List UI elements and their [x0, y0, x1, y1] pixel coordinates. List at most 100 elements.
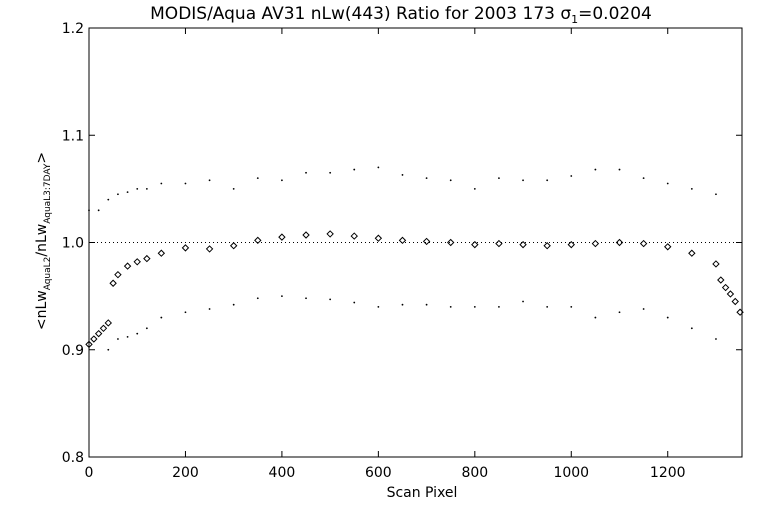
data-point [143, 254, 151, 263]
data-point [184, 182, 187, 185]
data-point [717, 276, 725, 284]
data-point [688, 249, 696, 257]
data-point [712, 260, 720, 268]
x-tick-label: 1200 [650, 465, 686, 481]
data-point [160, 182, 163, 185]
data-point [136, 332, 139, 335]
data-point [449, 179, 452, 182]
data-point [123, 262, 132, 270]
data-point [160, 316, 163, 319]
data-point [114, 270, 122, 279]
data-point [570, 305, 573, 308]
x-tick-label: 800 [461, 465, 488, 481]
y-tick-label: 0.8 [62, 450, 84, 466]
data-point [104, 319, 112, 327]
data-point [254, 236, 262, 245]
data-point [329, 171, 332, 174]
data-point [721, 283, 730, 292]
data-point [305, 171, 307, 174]
data-point [642, 177, 645, 180]
data-point [495, 239, 503, 248]
data-point [449, 305, 452, 308]
data-point [181, 244, 190, 252]
data-point [88, 209, 90, 212]
data-point [498, 177, 500, 180]
data-point [232, 303, 235, 306]
data-point [117, 338, 119, 340]
data-point [425, 303, 428, 306]
data-point [205, 245, 214, 253]
data-point [639, 239, 648, 248]
data-point [302, 231, 310, 239]
data-point [126, 335, 129, 338]
data-point [615, 238, 624, 247]
data-point [136, 187, 139, 190]
data-point [184, 311, 187, 314]
data-point [543, 242, 551, 250]
data-point [377, 166, 380, 169]
data-point [546, 179, 549, 182]
data-point [109, 279, 117, 287]
chart-title: MODIS/Aqua AV31 nLw(443) Ratio for 2003 … [150, 4, 652, 26]
data-point [567, 240, 575, 249]
data-point [401, 174, 404, 176]
data-point [666, 182, 669, 185]
data-point [594, 316, 597, 319]
data-point [107, 348, 110, 351]
data-point [422, 237, 431, 246]
data-point [157, 249, 166, 257]
data-point [305, 297, 307, 300]
data-point [731, 297, 739, 306]
data-point [642, 308, 645, 310]
data-point [690, 327, 693, 330]
series-mean-ratio [85, 230, 744, 349]
series-lower-bound [107, 295, 717, 351]
data-point [281, 179, 283, 182]
data-point [446, 238, 455, 247]
data-point [690, 187, 693, 190]
data-point [208, 308, 211, 310]
data-point [232, 187, 235, 190]
data-point [498, 305, 500, 308]
data-point [522, 300, 524, 303]
data-point [133, 258, 141, 266]
data-point [398, 236, 407, 245]
x-tick-label: 1000 [553, 465, 589, 481]
x-axis-label: Scan Pixel [387, 485, 458, 501]
y-tick-label: 0.9 [62, 343, 84, 359]
data-point [145, 187, 148, 190]
data-point [715, 193, 717, 196]
data-point [570, 175, 573, 177]
data-point [473, 187, 476, 190]
data-point [145, 327, 148, 330]
y-tick-label: 1.1 [62, 128, 84, 144]
x-tick-label: 200 [172, 465, 199, 481]
data-point [126, 191, 129, 193]
data-point [256, 297, 259, 300]
data-point [278, 233, 286, 241]
data-point [594, 168, 597, 171]
data-point [618, 168, 621, 171]
data-point [591, 239, 600, 248]
data-point [326, 230, 334, 238]
x-tick-label: 400 [269, 465, 296, 481]
data-point [329, 298, 332, 301]
data-point [618, 311, 621, 314]
data-point [94, 329, 103, 338]
data-point [546, 305, 549, 308]
data-point [666, 316, 669, 319]
data-point [281, 295, 283, 298]
series-upper-bound [88, 166, 717, 212]
data-point [90, 335, 98, 343]
data-point [471, 240, 479, 249]
x-tick-label: 0 [85, 465, 94, 481]
data-point [664, 243, 672, 251]
data-point [522, 179, 524, 182]
y-tick-label: 1.0 [62, 236, 84, 252]
data-point [519, 240, 527, 249]
x-tick-label: 600 [365, 465, 392, 481]
data-point [117, 193, 119, 196]
data-point [715, 338, 717, 340]
